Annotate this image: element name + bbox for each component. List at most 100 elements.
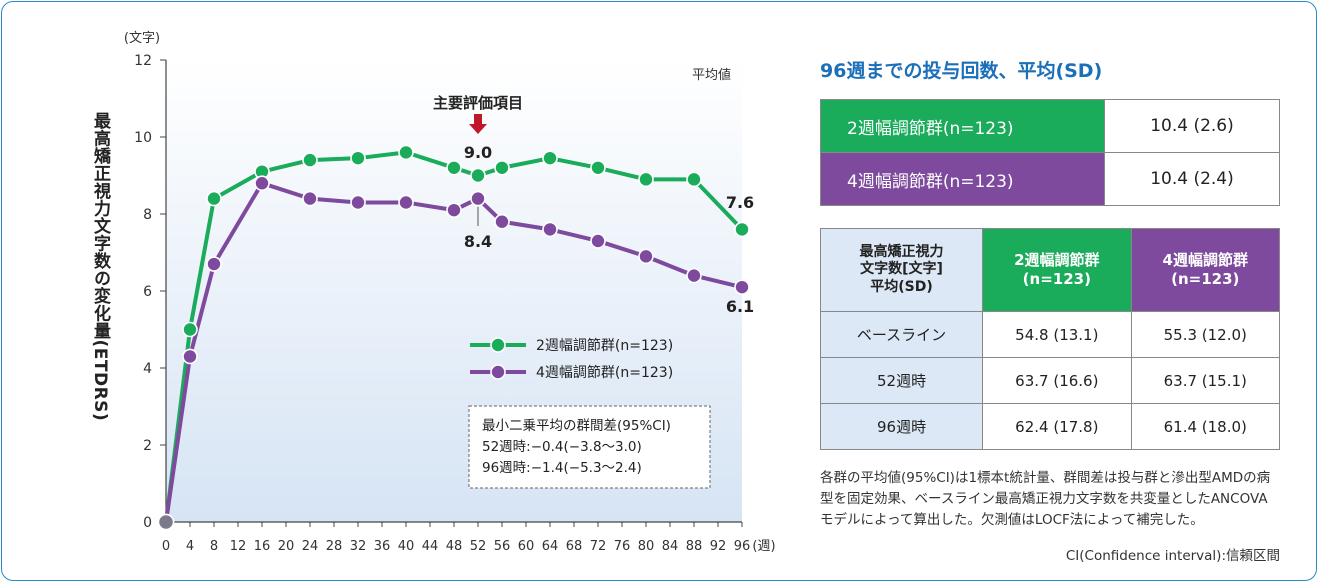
etdrs-header-label: 最高矯正視力 文字数[文字] 平均(SD) <box>819 228 984 312</box>
x-tick-label: 4 <box>186 539 194 554</box>
data-point-series-2 <box>350 194 366 211</box>
data-point-series-2 <box>398 194 414 211</box>
data-label-purple-52: 8.4 <box>464 232 492 251</box>
dose-row-4w: 4週幅調節群(n=123) 10.4 (2.4) <box>820 152 1281 206</box>
data-point-series-1 <box>542 150 558 166</box>
data-label-purple-96: 6.1 <box>726 297 754 316</box>
down-arrow-icon <box>469 114 487 134</box>
etdrs-header-4w: 4週幅調節群 (n=123) <box>1130 228 1281 312</box>
y-tick-label: 0 <box>143 515 152 531</box>
dose-value-2w: 10.4 (2.6) <box>1103 99 1281 153</box>
etdrs-row-96w: 96週時 62.4 (17.8) 61.4 (18.0) <box>819 403 1281 450</box>
etdrs-header-2w: 2週幅調節群 (n=123) <box>982 228 1132 312</box>
etdrs-table: 最高矯正視力 文字数[文字] 平均(SD) 2週幅調節群 (n=123) 4週幅… <box>819 228 1281 450</box>
data-point-series-1 <box>398 144 414 161</box>
etdrs-header-label-line: 最高矯正視力 <box>859 243 944 260</box>
y-tick-label: 8 <box>143 207 152 223</box>
dose-row-2w: 2週幅調節群(n=123) 10.4 (2.6) <box>820 99 1281 153</box>
stats-text: 96週時:−1.4(−5.3〜2.4) <box>482 460 642 476</box>
data-point-series-2 <box>182 348 198 365</box>
stats-box <box>468 405 711 489</box>
legend-marker-1 <box>490 337 506 353</box>
data-point-series-1 <box>590 160 606 176</box>
data-point-series-1 <box>182 321 198 338</box>
etdrs-header-2w-line: 2週幅調節群 <box>1014 251 1100 270</box>
data-point-series-1 <box>206 190 222 207</box>
x-tick-label: 32 <box>350 539 367 554</box>
dose-table: 2週幅調節群(n=123) 10.4 (2.6) 4週幅調節群(n=123) 1… <box>820 99 1281 206</box>
data-label-green-96: 7.6 <box>726 193 754 212</box>
x-tick-label: 16 <box>254 539 271 554</box>
x-tick-label: 28 <box>326 539 343 554</box>
etdrs-cell-2w: 54.8 (13.1) <box>982 311 1132 358</box>
x-tick-label: 8 <box>210 539 218 554</box>
x-tick-label: 80 <box>638 539 655 554</box>
stats-text: 52週時:−0.4(−3.8〜3.0) <box>482 439 642 455</box>
legend-label-1: 2週幅調節群(n=123) <box>536 337 673 354</box>
etdrs-cell-2w: 62.4 (17.8) <box>982 403 1132 450</box>
etdrs-cell-4w: 61.4 (18.0) <box>1130 403 1281 450</box>
etdrs-row-baseline: ベースライン 54.8 (13.1) 55.3 (12.0) <box>819 311 1281 358</box>
data-point-series-1 <box>470 167 486 184</box>
etdrs-header-label-line: 文字数[文字] <box>860 261 943 278</box>
data-point-series-1 <box>734 221 750 238</box>
legend-label-2: 4週幅調節群(n=123) <box>536 364 673 381</box>
x-tick-label: 60 <box>518 539 535 554</box>
data-point-series-1 <box>350 150 366 166</box>
x-tick-label: 40 <box>398 539 415 554</box>
data-point-series-1 <box>494 160 510 176</box>
x-tick-label: 84 <box>662 539 679 554</box>
data-point-series-2 <box>302 190 318 207</box>
y-tick-label: 10 <box>134 130 152 146</box>
x-tick-label: 36 <box>374 539 391 554</box>
data-label-green-52: 9.0 <box>464 143 492 162</box>
data-point-series-2 <box>446 202 462 218</box>
data-point-series-1 <box>686 171 702 188</box>
x-tick-label: 52 <box>470 539 487 554</box>
etdrs-header-2w-line: (n=123) <box>1022 270 1091 288</box>
data-point-series-2 <box>686 267 702 284</box>
x-tick-label: 76 <box>614 539 631 554</box>
data-point-series-1 <box>302 152 318 168</box>
dose-title: 96週までの投与回数、平均(SD) <box>820 60 1103 82</box>
data-point-series-2 <box>734 279 750 295</box>
data-point-series-2 <box>638 248 654 265</box>
data-point-series-2 <box>590 233 606 249</box>
etdrs-row-label: ベースライン <box>819 311 984 358</box>
data-point-series-2 <box>470 190 486 207</box>
x-tick-label: 44 <box>422 539 439 554</box>
dose-label-4w: 4週幅調節群(n=123) <box>820 152 1105 206</box>
y-tick-label: 4 <box>143 361 152 377</box>
y-unit-label: (文字) <box>124 31 160 46</box>
y-tick-label: 12 <box>134 53 152 69</box>
etdrs-row-52w: 52週時 63.7 (16.6) 63.7 (15.1) <box>819 357 1281 404</box>
x-tick-label: 88 <box>686 539 703 554</box>
data-point-series-2 <box>206 256 222 272</box>
etdrs-header-label-line: 平均(SD) <box>870 278 933 295</box>
x-tick-label: 68 <box>566 539 583 554</box>
etdrs-cell-4w: 55.3 (12.0) <box>1130 311 1281 358</box>
legend-marker-2 <box>490 364 506 380</box>
x-tick-label: 24 <box>302 539 319 554</box>
etdrs-header-row: 最高矯正視力 文字数[文字] 平均(SD) 2週幅調節群 (n=123) 4週幅… <box>819 228 1281 312</box>
x-tick-label: 56 <box>494 539 511 554</box>
x-tick-label: 48 <box>446 539 463 554</box>
etdrs-cell-4w: 63.7 (15.1) <box>1130 357 1281 404</box>
x-tick-label: 92 <box>710 539 727 554</box>
stats-text: 最小二乗平均の群間差(95%CI) <box>482 418 671 434</box>
etdrs-row-label: 52週時 <box>819 357 984 404</box>
data-point-series-1 <box>446 160 462 176</box>
y-tick-label: 6 <box>143 284 152 300</box>
x-tick-label: 12 <box>230 539 247 554</box>
data-point-series-2 <box>494 213 510 230</box>
dose-label-2w: 2週幅調節群(n=123) <box>820 99 1105 153</box>
method-note: 各群の平均値(95%CI)は1標本t統計量、群間差は投与群と滲出型AMDの病型を… <box>820 470 1271 528</box>
y-tick-label: 2 <box>143 438 152 454</box>
x-unit-label: (週) <box>752 539 775 554</box>
x-tick-label: 96 <box>734 539 751 554</box>
x-tick-label: 0 <box>162 539 170 554</box>
data-point-series-2 <box>542 221 558 238</box>
data-point-series-2 <box>254 175 270 191</box>
corner-label: 平均値 <box>692 67 731 83</box>
